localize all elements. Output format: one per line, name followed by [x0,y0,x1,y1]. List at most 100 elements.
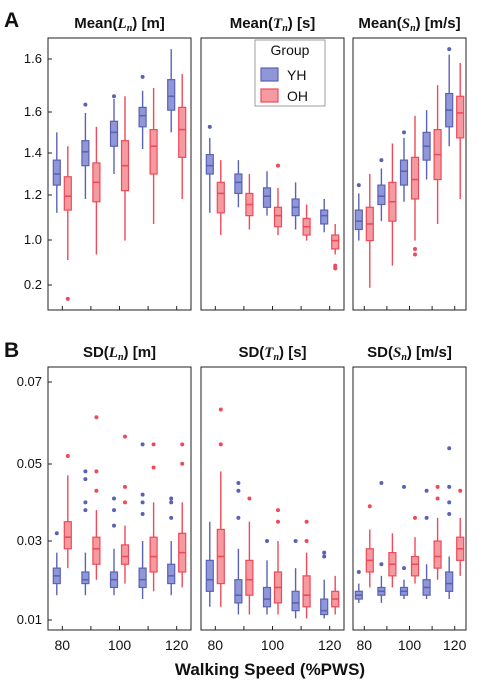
box-body [445,571,454,592]
box-YH-110 [138,74,147,150]
box-YH-100 [399,484,409,600]
box-body [178,106,187,158]
outlier-point [140,74,145,79]
outlier-point [112,523,116,528]
panel-A2: Mean(Tn) [s] Group YH OH [200,15,345,311]
legend-entry-OH: OH [287,88,308,104]
x-tick-label: 120 [443,637,467,653]
box-OH-100 [120,434,130,584]
outlier-point [424,488,429,493]
box-YH-110 [138,442,147,600]
outlier-point [180,442,185,447]
y-tick-label: 1.2 [24,187,42,202]
outlier-point [140,492,145,497]
box-OH-110 [149,87,158,224]
outlier-point [276,163,280,168]
box-YH-120 [167,49,176,133]
title-part: ) [m/s] [416,15,461,32]
box-OH-80 [63,453,72,569]
box-YH-90 [234,160,243,208]
outlier-point [236,515,241,520]
outlier-point [83,508,88,513]
title-part: S [393,345,401,361]
box-OH-90 [245,174,254,230]
outlier-point [236,481,241,486]
box-YH-120 [167,496,176,596]
box-OH-100 [273,508,283,615]
box-OH-100 [410,515,420,584]
outlier-point [447,446,452,451]
x-tick-label: 120 [165,637,189,653]
outlier-point [112,508,116,513]
outlier-point [123,434,127,439]
outlier-point [304,539,309,544]
title-part: SD( [83,344,109,361]
outlier-point [140,511,145,516]
box-body [456,95,465,139]
outlier-point [447,511,452,516]
outlier-point [169,500,174,505]
box-OH-80 [63,146,72,301]
box-YH-120 [445,47,454,147]
panel-title: SD(Sn) [m/s] [367,344,452,363]
title-part: n [410,23,416,34]
outlier-point [247,496,252,501]
outlier-point [276,519,280,524]
box-body [234,579,243,604]
box-body [120,544,130,565]
box-YH-110 [422,488,431,600]
panel-title: SD(Tn) [s] [238,344,306,363]
outlier-point [293,539,298,544]
outlier-point [112,496,116,501]
box-body [81,571,90,585]
outlier-point [435,484,440,489]
title-part: ) [m/s] [407,344,452,361]
outlier-point [65,296,70,301]
panel-title: Mean(Sn) [m/s] [358,15,460,34]
outlier-point [458,488,463,493]
legend-swatch-OH [260,88,279,103]
box-body [205,153,214,175]
y-tick-label: 1.0 [24,232,42,247]
outlier-point [94,488,99,493]
outlier-point [304,519,309,524]
box-body [138,106,147,128]
y-tick-label: 1.4 [24,145,42,160]
box-body [216,181,225,214]
panel-B1: SD(Ln) [m] 0.07 0.05 0.03 0.01 80 100 120 [17,344,192,653]
box-body [167,79,176,111]
outlier-point [435,496,440,501]
outlier-point [83,102,88,107]
x-tick-label: 120 [318,637,342,653]
box-body [245,559,254,596]
title-part: L [108,345,118,361]
box-YH-80 [52,132,61,213]
box-YH-90 [81,102,90,199]
panel-title: Mean(Tn) [s] [230,15,316,34]
box-YH-110 [422,110,431,180]
x-tick-label: 80 [357,637,373,653]
outlier-point [402,130,406,135]
box-YH-100 [109,94,119,174]
outlier-point [123,500,127,505]
outlier-point [356,569,361,574]
box-OH-80 [216,160,225,236]
legend-entry-YH: YH [287,67,306,83]
box-YH-110 [291,539,300,619]
box-YH-100 [262,171,272,216]
box-OH-110 [433,484,442,580]
box-YH-80 [354,569,363,603]
outlier-point [83,477,88,482]
box-YH-90 [377,158,386,222]
box-OH-120 [331,575,340,615]
outlier-point [447,47,452,52]
x-tick-label: 100 [261,637,285,653]
box-OH-120 [178,442,187,588]
outlier-point [207,124,212,129]
title-part: ) [m] [124,344,157,361]
box-YH-80 [52,531,61,596]
box-OH-110 [433,85,442,224]
axes-frame [47,37,192,311]
box-YH-120 [320,198,329,233]
